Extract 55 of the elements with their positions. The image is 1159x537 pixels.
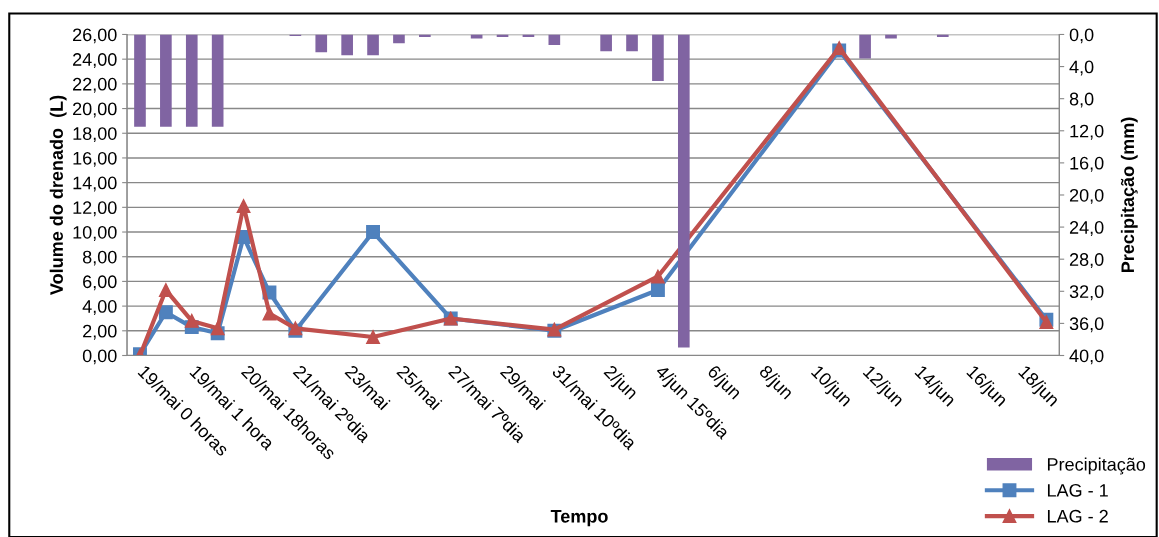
y2-tick-label: 20,0	[1069, 188, 1104, 204]
y-tick-label: 8,00	[82, 250, 117, 266]
bar	[652, 34, 664, 82]
point	[210, 321, 225, 336]
y-tick-label: 16,00	[73, 151, 117, 167]
bar	[134, 34, 146, 127]
point	[184, 313, 199, 328]
y-tick-label: 2,00	[83, 324, 117, 340]
bar	[859, 34, 871, 59]
y-tick-label: 0,00	[82, 349, 117, 365]
bar	[211, 34, 224, 127]
legend-label: LAG - 2	[1047, 509, 1108, 523]
y-tick-label: 26,00	[73, 28, 117, 44]
point	[366, 330, 380, 344]
y-tick-label: 10,00	[73, 225, 117, 241]
y2-axis-title: Precipitação (mm)	[1120, 117, 1138, 273]
bar	[185, 34, 198, 127]
y-tick-label: 18,00	[73, 127, 117, 143]
x-axis-title: Tempo	[550, 510, 608, 527]
bar	[367, 34, 379, 56]
point	[236, 199, 251, 214]
y2-tick-label: 32,0	[1069, 285, 1104, 301]
bar	[600, 34, 612, 52]
y2-tick-label: 28,0	[1069, 253, 1104, 269]
y2-tick-label: 0,0	[1069, 28, 1094, 44]
bar	[548, 34, 561, 45]
y-tick-label: 24,00	[73, 53, 117, 69]
y-tick-label: 22,00	[73, 77, 117, 93]
bar	[315, 34, 328, 53]
y-axis-title: Volume do drenado (L)	[49, 95, 67, 295]
y-tick-label: 4,00	[82, 300, 117, 315]
y2-tick-label: 40,0	[1069, 349, 1104, 365]
point	[262, 306, 277, 321]
y-tick-label: 12,00	[73, 201, 117, 217]
y-tick-label: 14,00	[73, 176, 117, 192]
bar	[626, 34, 638, 52]
bar	[341, 34, 353, 56]
y2-tick-label: 36,0	[1069, 317, 1104, 333]
point	[650, 269, 665, 284]
y2-tick-label: 4,0	[1069, 60, 1094, 76]
y2-tick-label: 24,0	[1069, 221, 1104, 236]
bar	[160, 34, 172, 127]
y-tick-label: 6,00	[83, 275, 117, 291]
point	[158, 283, 173, 298]
legend-label: LAG - 1	[1047, 483, 1108, 497]
point	[650, 283, 665, 298]
y-tick-label: 20,00	[73, 102, 117, 118]
point	[366, 225, 380, 239]
bar	[677, 34, 690, 348]
y2-tick-label: 12,0	[1070, 124, 1104, 140]
bar	[393, 34, 405, 44]
legend-label: Precipitação	[1047, 457, 1146, 475]
y2-tick-label: 16,0	[1070, 156, 1104, 172]
y2-tick-label: 8,0	[1069, 92, 1094, 108]
point	[158, 305, 173, 320]
